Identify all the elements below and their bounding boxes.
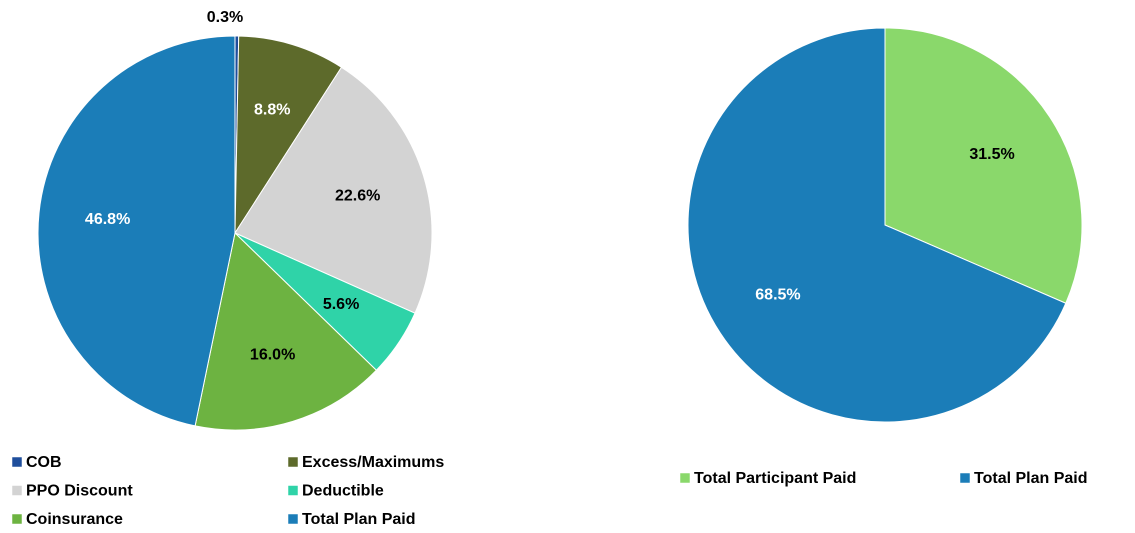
legend-swatch <box>287 485 299 496</box>
slice-label: 46.8% <box>85 211 130 228</box>
pie-slice <box>37 35 236 427</box>
slice-label: 31.5% <box>969 146 1014 163</box>
slice-label: 16.0% <box>250 347 295 364</box>
legend-swatch <box>287 456 299 468</box>
legend-label: Coinsurance <box>26 511 123 528</box>
pie-slice <box>234 35 343 235</box>
pie-slice <box>687 27 1067 423</box>
legend-label: Total Plan Paid <box>302 511 416 528</box>
pie-slice <box>884 27 1083 304</box>
legend-swatch <box>11 456 23 468</box>
slice-label: 0.3% <box>207 9 243 26</box>
legend-label: Deductible <box>302 483 384 500</box>
slice-label: 68.5% <box>755 287 800 304</box>
legend-label: Total Participant Paid <box>694 470 856 487</box>
legend-label: Total Plan Paid <box>974 470 1088 487</box>
legend-swatch <box>11 513 23 525</box>
legend-swatch <box>959 472 971 484</box>
legend-swatch <box>287 513 299 525</box>
legend-swatch <box>11 485 23 496</box>
slice-label: 22.6% <box>335 188 380 205</box>
slice-label: 5.6% <box>323 296 359 313</box>
pie-slice <box>234 66 433 314</box>
legend-label: COB <box>26 454 62 471</box>
pie-slice <box>194 232 378 431</box>
slice-label: 8.8% <box>254 102 290 119</box>
legend-label: PPO Discount <box>26 483 133 500</box>
legend-swatch <box>679 472 691 484</box>
legend-label: Excess/Maximums <box>302 454 444 471</box>
